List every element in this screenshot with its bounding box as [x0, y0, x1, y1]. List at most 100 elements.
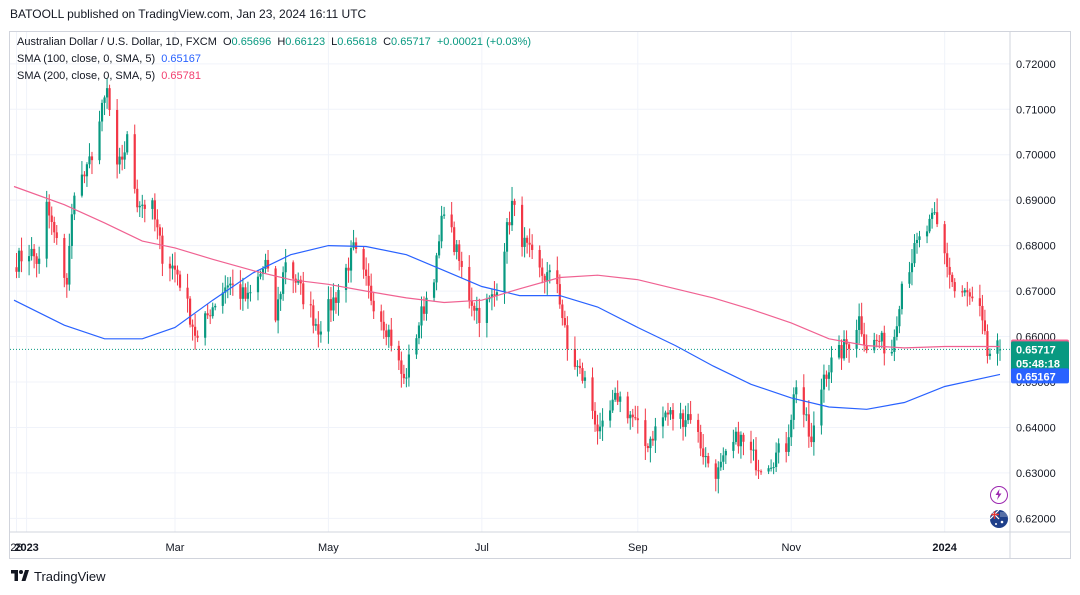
- candle: [282, 266, 285, 301]
- candle-body: [681, 413, 685, 427]
- candle-body: [820, 389, 823, 426]
- candle: [930, 208, 934, 229]
- candle-body: [178, 274, 182, 288]
- candle-body: [256, 276, 260, 293]
- candle-body: [30, 248, 33, 257]
- chart-frame[interactable]: 0.72000 0.71000 0.70000 0.69000 0.68000 0.670…: [9, 31, 1071, 559]
- lightning-icon[interactable]: [990, 486, 1008, 504]
- candle-body: [420, 306, 423, 326]
- candle: [136, 179, 139, 213]
- candle-body: [123, 152, 126, 160]
- candle-body: [309, 304, 312, 306]
- candle: [946, 242, 949, 278]
- candle-body: [314, 324, 317, 326]
- candle: [390, 317, 393, 352]
- candle: [787, 424, 790, 457]
- candle: [380, 304, 383, 331]
- candle: [385, 323, 388, 346]
- candle-body: [90, 156, 94, 161]
- candle-body: [961, 291, 964, 293]
- candle: [961, 285, 964, 297]
- candlestick-chart[interactable]: 0.72000 0.71000 0.70000 0.69000 0.68000 0.670…: [10, 32, 1070, 558]
- candle-body: [136, 188, 139, 208]
- candle: [397, 340, 400, 371]
- candle: [264, 253, 267, 274]
- last-price-badge-text: 0.65717: [1016, 344, 1056, 356]
- candle: [634, 405, 637, 421]
- sma100-legend-row[interactable]: SMA (100, close, 0, SMA, 5) 0.65167: [17, 51, 531, 68]
- flag-icon[interactable]: [990, 510, 1008, 528]
- candle-body: [470, 300, 473, 306]
- candle-body: [812, 425, 815, 443]
- x-tick-label: Nov: [781, 542, 801, 554]
- candle-body: [292, 262, 295, 279]
- symbol-legend-row[interactable]: Australian Dollar / U.S. Dollar, 1D, FXC…: [17, 34, 531, 51]
- candle-body: [400, 360, 403, 374]
- candle-body: [365, 269, 368, 276]
- candle-body: [98, 121, 101, 161]
- candle: [45, 190, 48, 268]
- candle: [724, 448, 727, 465]
- candle: [732, 429, 735, 459]
- candle-body: [407, 354, 411, 378]
- candle: [126, 131, 129, 155]
- candle-body: [80, 174, 84, 196]
- candle-body: [153, 200, 156, 220]
- candle-body: [274, 268, 277, 321]
- candle: [842, 330, 846, 361]
- candle: [830, 346, 833, 383]
- candle-body: [460, 260, 463, 267]
- candle: [812, 411, 815, 456]
- candle-body: [510, 200, 514, 226]
- candle-body: [757, 470, 760, 472]
- candle-body: [558, 284, 561, 305]
- candle-body: [83, 174, 86, 177]
- candle: [151, 197, 154, 220]
- candle: [297, 272, 300, 285]
- candle: [108, 84, 111, 116]
- candle-body: [717, 467, 720, 479]
- candle-body: [88, 156, 91, 165]
- candle-body: [282, 272, 285, 294]
- candle: [578, 358, 582, 374]
- candle-body: [229, 283, 232, 286]
- candle-body: [156, 219, 159, 228]
- candle-body: [689, 414, 692, 420]
- candle-body: [151, 200, 154, 209]
- candle-body: [661, 417, 665, 427]
- candle-body: [631, 414, 634, 418]
- candle: [417, 322, 421, 345]
- chart-legend: Australian Dollar / U.S. Dollar, 1D, FXC…: [17, 34, 531, 85]
- candle: [583, 370, 587, 389]
- y-tick-label: 0.68000: [1016, 241, 1056, 253]
- footer-brand[interactable]: TradingView: [10, 569, 106, 584]
- candle: [531, 234, 534, 260]
- y-tick-label: 0.72000: [1016, 59, 1056, 71]
- candle-body: [108, 88, 111, 110]
- candle-body: [946, 253, 949, 267]
- candle-body: [508, 222, 511, 226]
- candle: [699, 424, 702, 457]
- candle: [687, 403, 690, 425]
- candle-body: [332, 297, 335, 311]
- candle: [523, 227, 526, 258]
- candle: [420, 296, 423, 339]
- sma200-legend-row[interactable]: SMA (200, close, 0, SMA, 5) 0.65781: [17, 68, 531, 85]
- candle-body: [176, 269, 179, 275]
- candle-body: [576, 365, 579, 367]
- candle-body: [953, 282, 956, 292]
- candle-body: [390, 329, 393, 346]
- candle: [581, 362, 584, 384]
- candle: [619, 391, 622, 413]
- candle: [279, 291, 282, 311]
- candle: [400, 351, 403, 388]
- candle-body: [805, 414, 808, 416]
- candle-body: [978, 298, 981, 306]
- candle: [349, 240, 353, 283]
- candle: [915, 232, 919, 254]
- candle: [684, 405, 687, 437]
- candle-body: [161, 235, 164, 264]
- candle: [654, 417, 657, 453]
- x-tick-label: 28: [10, 542, 22, 554]
